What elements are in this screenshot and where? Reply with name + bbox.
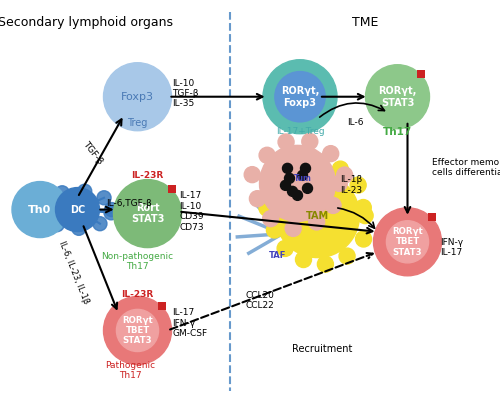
Circle shape [284,173,294,183]
Text: Recruitment: Recruitment [292,344,352,353]
Circle shape [296,251,312,268]
Circle shape [104,206,118,220]
Circle shape [374,208,442,276]
Circle shape [38,207,52,221]
Circle shape [282,163,292,173]
Circle shape [300,163,310,173]
Text: IL-6, IL-23, IL-1β: IL-6, IL-23, IL-1β [58,239,90,305]
Circle shape [356,231,372,247]
Text: IL-17+Treg: IL-17+Treg [276,127,324,136]
Text: Treg: Treg [128,118,148,128]
Circle shape [40,195,54,209]
Circle shape [280,181,290,190]
Text: CCL20
CCL22: CCL20 CCL22 [245,291,274,310]
Circle shape [260,145,336,221]
Text: IL-1β
IL-23: IL-1β IL-23 [340,175,362,195]
Text: IL-10
TGF-β
IL-35: IL-10 TGF-β IL-35 [172,79,199,108]
Circle shape [292,190,302,200]
Text: DC: DC [70,205,85,214]
Text: IFN-γ
IL-17: IFN-γ IL-17 [440,238,463,257]
Circle shape [332,175,347,191]
Text: Effector memory
cells differentiation: Effector memory cells differentiation [432,158,500,177]
Circle shape [259,147,275,163]
Text: IL-23R: IL-23R [132,171,164,180]
Circle shape [286,163,302,179]
Text: Secondary lymphoid organs: Secondary lymphoid organs [0,16,172,29]
Circle shape [97,191,111,205]
Text: IL-17
IL-10
CD39
CD73: IL-17 IL-10 CD39 CD73 [179,191,204,232]
Circle shape [270,179,285,195]
Text: Pathogenic
Th17: Pathogenic Th17 [105,361,155,380]
Text: Th0: Th0 [28,205,52,214]
Circle shape [278,134,294,150]
Circle shape [308,214,324,230]
Circle shape [276,174,359,258]
Circle shape [302,183,312,193]
Text: RORγt
TBET
STAT3: RORγt TBET STAT3 [392,227,423,257]
Circle shape [277,241,293,256]
Circle shape [288,186,298,196]
Circle shape [339,248,355,264]
Circle shape [114,180,182,247]
Circle shape [336,167,352,183]
Circle shape [104,297,172,364]
Text: Tum: Tum [294,174,312,183]
Circle shape [350,177,366,193]
Circle shape [104,63,172,131]
Text: Rort
STAT3: Rort STAT3 [131,203,164,224]
Circle shape [332,161,348,177]
Circle shape [356,199,372,216]
Text: Th17: Th17 [383,127,412,137]
Circle shape [56,187,100,232]
Text: RORγt,
STAT3: RORγt, STAT3 [378,86,416,108]
Circle shape [262,211,278,226]
Circle shape [309,162,325,179]
Circle shape [104,203,118,216]
Text: TGF-β: TGF-β [81,140,104,166]
Circle shape [275,72,325,122]
Text: IL-6: IL-6 [348,118,364,127]
Text: IL-6,TGF-β: IL-6,TGF-β [106,199,152,208]
Text: TAM: TAM [306,211,329,220]
Circle shape [322,145,338,162]
Circle shape [366,65,430,129]
Circle shape [78,184,92,198]
Circle shape [298,170,308,181]
Text: TME: TME [352,16,378,29]
Circle shape [285,220,301,237]
Circle shape [259,200,275,216]
Text: Foxp3: Foxp3 [121,92,154,102]
Text: IL-23R: IL-23R [122,290,154,299]
Text: RORγt,
Foxp3: RORγt, Foxp3 [281,86,319,108]
Bar [428,213,436,221]
Circle shape [386,221,428,263]
Circle shape [266,222,282,238]
Circle shape [357,208,373,224]
Text: IL-17
IFN-γ
GM-CSF: IL-17 IFN-γ GM-CSF [172,308,208,338]
Circle shape [250,191,266,207]
Text: RORγt
TBET
STAT3: RORγt TBET STAT3 [122,316,153,345]
Circle shape [50,218,64,232]
Circle shape [55,186,69,200]
Bar [158,302,166,310]
Circle shape [302,133,318,150]
Text: TAF: TAF [269,251,286,260]
Circle shape [244,166,260,183]
Circle shape [116,310,158,351]
Text: Non-pathogenic
Th17: Non-pathogenic Th17 [102,252,174,271]
Circle shape [318,256,334,272]
Circle shape [325,197,341,214]
Bar [168,185,176,193]
Circle shape [12,182,68,237]
Circle shape [93,217,107,231]
Circle shape [263,60,337,134]
Bar [416,70,424,78]
Circle shape [72,221,86,235]
